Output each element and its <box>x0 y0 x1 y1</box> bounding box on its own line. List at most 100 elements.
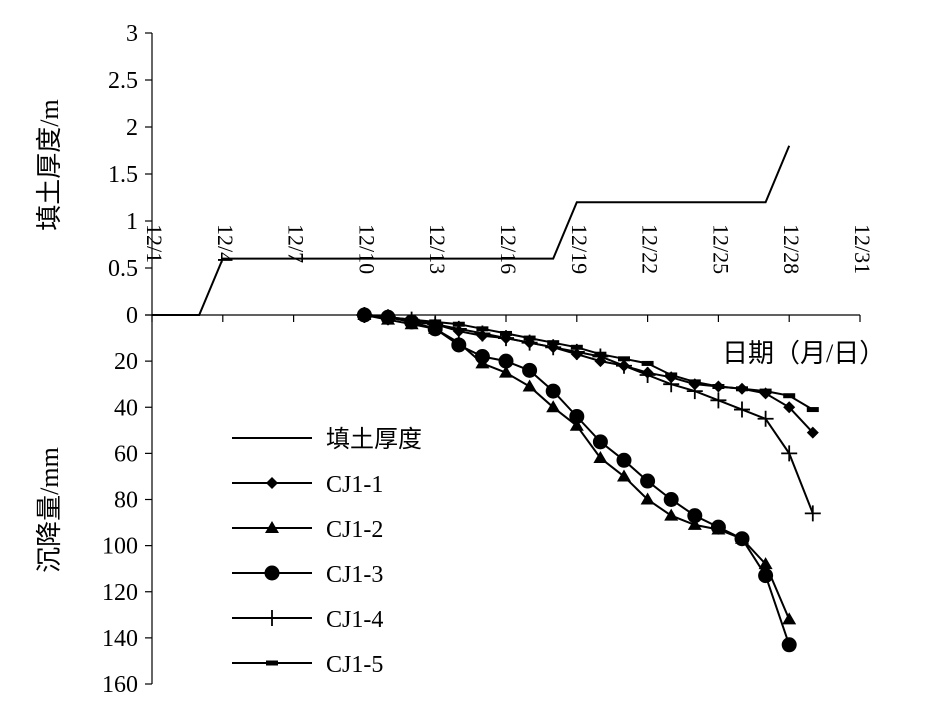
dash-marker <box>382 314 394 320</box>
legend-label: CJ1-2 <box>326 517 383 543</box>
triangle-marker <box>758 557 773 570</box>
dash-marker <box>500 330 512 336</box>
dash-marker <box>429 319 442 325</box>
circle-marker <box>758 568 774 584</box>
plus-marker <box>757 410 774 427</box>
dash-marker <box>618 356 630 362</box>
diamond-marker <box>806 426 819 439</box>
triangle-marker <box>569 418 584 431</box>
upper-y-tick-label: 2 <box>126 115 138 141</box>
fill-thickness-line <box>152 145 791 316</box>
x-tick-label: 12/22 <box>638 224 663 274</box>
lower-y-tick-label: 120 <box>102 580 138 606</box>
triangle-marker <box>593 450 608 463</box>
plus-marker <box>264 610 280 626</box>
circle-marker <box>451 337 467 353</box>
legend-label: CJ1-4 <box>326 607 383 633</box>
plus-marker <box>639 366 656 383</box>
lower-y-tick-label: 20 <box>114 349 138 375</box>
upper-y-tick-label: 1 <box>126 209 138 235</box>
dash-marker <box>594 351 607 357</box>
dash-marker <box>266 660 278 666</box>
dash-marker <box>688 379 701 385</box>
legend-entry: CJ1-5 <box>232 652 383 678</box>
plus-marker <box>663 376 680 393</box>
circle-marker <box>710 519 726 535</box>
dash-marker <box>806 407 819 413</box>
lower-y-tick-label: 140 <box>102 626 138 652</box>
dash-marker <box>736 386 748 392</box>
circle-marker <box>474 349 490 365</box>
legend-entry: 填土厚度 <box>232 426 422 453</box>
legend-entry: CJ1-4 <box>232 607 383 633</box>
x-tick-label: 12/1 <box>142 224 167 263</box>
lower-y-tick-label: 0 <box>126 303 138 329</box>
dash-marker <box>523 335 536 341</box>
upper-y-axis-title: 填土厚度/m <box>35 99 64 230</box>
upper-y-tick-label: 2.5 <box>108 68 138 94</box>
circle-marker <box>264 565 280 581</box>
series-cj1-3 <box>356 307 797 653</box>
x-tick-label: 12/28 <box>779 224 804 274</box>
plus-marker <box>710 392 727 409</box>
legend-entry: CJ1-1 <box>232 472 383 498</box>
circle-marker <box>545 383 561 399</box>
legend-entry: CJ1-2 <box>232 517 383 543</box>
x-tick-label: 12/16 <box>496 224 521 274</box>
x-tick-label: 12/7 <box>284 224 309 263</box>
dash-marker <box>570 344 583 350</box>
lower-y-tick-label: 80 <box>114 488 138 514</box>
dash-marker <box>665 372 678 378</box>
dash-marker <box>759 388 772 394</box>
dash-marker <box>476 326 489 332</box>
circle-marker <box>640 473 656 489</box>
plus-marker <box>686 383 703 400</box>
upper-y-tick-label: 1.5 <box>108 162 138 188</box>
chart-axes: 0.5 1 1.5 2 2.5 3 0 20 40 60 80 100 120 140 160 12/1 12/… <box>102 21 875 698</box>
triangle-marker <box>546 400 561 413</box>
circle-marker <box>734 531 750 547</box>
legend-label: 填土厚度 <box>326 426 422 453</box>
circle-marker <box>663 492 679 507</box>
plus-marker <box>781 445 798 462</box>
triangle-marker <box>664 508 679 521</box>
circle-marker <box>569 408 585 424</box>
triangle-marker <box>782 612 797 625</box>
x-tick-label: 12/19 <box>567 224 592 274</box>
series-cj1-1 <box>358 309 819 439</box>
settlement-series <box>356 307 821 653</box>
legend-label: CJ1-3 <box>326 562 383 588</box>
series-cj1-5 <box>358 312 819 413</box>
x-tick-label: 12/10 <box>354 224 379 274</box>
circle-marker <box>616 452 632 468</box>
x-tick-label: 12/13 <box>425 224 450 274</box>
triangle-marker <box>687 517 702 530</box>
triangle-marker <box>522 379 537 392</box>
circle-marker <box>687 508 703 524</box>
fill-thickness-series <box>152 145 791 316</box>
x-tick-label: 12/4 <box>213 224 238 263</box>
dash-marker <box>641 360 654 366</box>
plus-marker <box>734 401 750 418</box>
x-tick-label: 12/31 <box>850 224 875 274</box>
lower-y-axis-title: 沉降量/mm <box>35 447 64 573</box>
dash-marker <box>712 383 725 389</box>
lower-y-tick-label: 160 <box>102 672 138 698</box>
plus-marker <box>804 505 821 522</box>
lower-y-tick-label: 100 <box>102 534 138 560</box>
x-axis-title: 日期（月/日） <box>722 339 885 368</box>
triangle-marker <box>640 492 655 505</box>
lower-y-tick-label: 60 <box>114 441 138 467</box>
triangle-marker <box>499 365 513 378</box>
x-tick-label: 12/25 <box>708 224 733 274</box>
dash-marker <box>358 312 371 318</box>
legend-label: CJ1-5 <box>326 652 383 678</box>
circle-marker <box>592 434 608 450</box>
triangle-marker <box>265 521 279 533</box>
upper-y-tick-label: 3 <box>126 21 138 47</box>
legend-entry: CJ1-3 <box>232 562 383 588</box>
dash-marker <box>405 317 418 323</box>
dash-marker <box>547 340 560 346</box>
triangle-marker <box>617 469 631 482</box>
